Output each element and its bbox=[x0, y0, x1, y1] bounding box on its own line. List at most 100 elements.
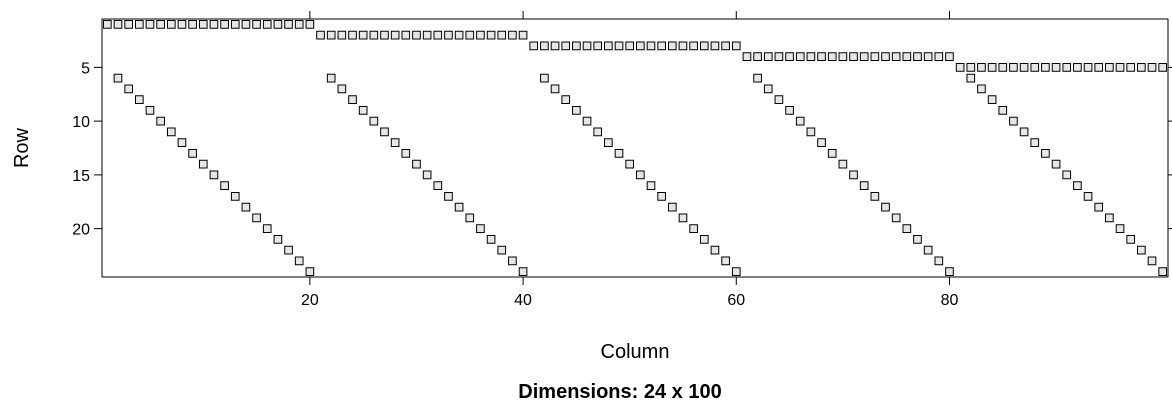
matrix-cell bbox=[550, 84, 560, 94]
matrix-cell bbox=[593, 127, 603, 137]
matrix-cell bbox=[998, 106, 1008, 115]
matrix-cell bbox=[476, 30, 485, 40]
matrix-cell bbox=[220, 181, 229, 190]
matrix-cell bbox=[145, 106, 155, 115]
y-tick-label: 20 bbox=[72, 222, 90, 239]
matrix-cell bbox=[977, 63, 986, 72]
matrix-cell bbox=[827, 52, 837, 61]
matrix-cell bbox=[508, 256, 517, 266]
matrix-cells bbox=[103, 20, 1167, 276]
matrix-cell bbox=[337, 84, 347, 94]
matrix-cell bbox=[817, 52, 826, 61]
matrix-cell bbox=[678, 213, 688, 223]
chart-subtitle: Dimensions: 24 x 100 bbox=[518, 381, 721, 403]
matrix-cell bbox=[646, 41, 656, 51]
matrix-cell bbox=[710, 245, 720, 255]
matrix-cell bbox=[817, 138, 826, 147]
matrix-cell bbox=[550, 41, 560, 51]
matrix-cell bbox=[284, 20, 293, 29]
matrix-cell bbox=[444, 30, 453, 40]
y-tick-label: 10 bbox=[72, 114, 90, 131]
matrix-cell bbox=[252, 213, 261, 223]
matrix-cell bbox=[561, 95, 571, 104]
matrix-cell bbox=[412, 30, 421, 40]
matrix-cell bbox=[1030, 138, 1040, 147]
matrix-cell bbox=[838, 159, 848, 169]
x-tick-label: 60 bbox=[727, 292, 745, 309]
matrix-cell bbox=[1137, 63, 1146, 72]
matrix-cell bbox=[699, 41, 709, 51]
matrix-cell bbox=[870, 52, 880, 61]
matrix-cell bbox=[103, 20, 112, 29]
matrix-cell bbox=[1083, 63, 1093, 72]
matrix-cell bbox=[124, 84, 133, 94]
matrix-cell bbox=[572, 106, 581, 115]
matrix-cell bbox=[827, 149, 837, 158]
matrix-cell bbox=[604, 138, 613, 147]
matrix-cell bbox=[188, 20, 197, 29]
matrix-cell bbox=[646, 181, 656, 190]
matrix-cell bbox=[401, 30, 411, 40]
matrix-cell bbox=[262, 224, 272, 233]
matrix-cell bbox=[1009, 116, 1018, 126]
matrix-cell bbox=[220, 20, 229, 29]
matrix-cell bbox=[731, 267, 741, 276]
matrix-cell bbox=[625, 41, 635, 51]
matrix-cell bbox=[753, 73, 762, 83]
matrix-cell bbox=[518, 30, 528, 40]
matrix-cell bbox=[230, 192, 240, 201]
matrix-cell bbox=[859, 52, 869, 61]
matrix-cell bbox=[902, 224, 912, 233]
y-tick-label: 15 bbox=[72, 168, 90, 185]
matrix-cell bbox=[166, 127, 176, 137]
matrix-cell bbox=[540, 41, 549, 51]
matrix-cell bbox=[1062, 63, 1072, 72]
matrix-cell bbox=[1115, 224, 1125, 233]
matrix-cell bbox=[1041, 149, 1050, 158]
matrix-cell bbox=[337, 30, 347, 40]
matrix-cell bbox=[316, 30, 325, 40]
matrix-cell bbox=[390, 138, 400, 147]
matrix-cell bbox=[241, 202, 251, 212]
matrix-cell bbox=[1147, 63, 1157, 72]
matrix-cell bbox=[1051, 159, 1061, 169]
matrix-cell bbox=[636, 41, 645, 51]
matrix-cell bbox=[742, 52, 752, 61]
matrix-cell bbox=[369, 30, 379, 40]
matrix-cell bbox=[134, 95, 144, 104]
matrix-cell bbox=[572, 41, 581, 51]
matrix-cell bbox=[198, 159, 208, 169]
matrix-cell bbox=[593, 41, 603, 51]
matrix-cell bbox=[230, 20, 240, 29]
matrix-cell bbox=[422, 170, 432, 180]
matrix-cell bbox=[476, 224, 485, 233]
matrix-cell bbox=[699, 235, 709, 244]
matrix-cell bbox=[177, 20, 187, 29]
matrix-cell bbox=[998, 63, 1008, 72]
matrix-cell bbox=[753, 52, 762, 61]
matrix-cell bbox=[977, 84, 986, 94]
x-tick-label: 40 bbox=[514, 292, 532, 309]
matrix-cell bbox=[955, 63, 965, 72]
matrix-cell bbox=[859, 181, 869, 190]
matrix-cell bbox=[838, 52, 848, 61]
matrix-cell bbox=[1094, 63, 1104, 72]
matrix-cell bbox=[710, 41, 720, 51]
matrix-cell bbox=[881, 202, 890, 212]
matrix-cell bbox=[849, 52, 858, 61]
matrix-cell bbox=[806, 127, 816, 137]
matrix-cell bbox=[774, 95, 784, 104]
matrix-cell bbox=[252, 20, 261, 29]
matrix-cell bbox=[390, 30, 400, 40]
matrix-cell bbox=[305, 20, 315, 29]
matrix-cell bbox=[454, 202, 464, 212]
matrix-cell bbox=[508, 30, 517, 40]
matrix-cell bbox=[614, 41, 624, 51]
matrix-cell bbox=[795, 116, 805, 126]
matrix-cell bbox=[497, 245, 507, 255]
matrix-cell bbox=[721, 41, 730, 51]
matrix-cell bbox=[1009, 63, 1018, 72]
matrix-cell bbox=[380, 127, 389, 137]
matrix-cell bbox=[923, 52, 933, 61]
